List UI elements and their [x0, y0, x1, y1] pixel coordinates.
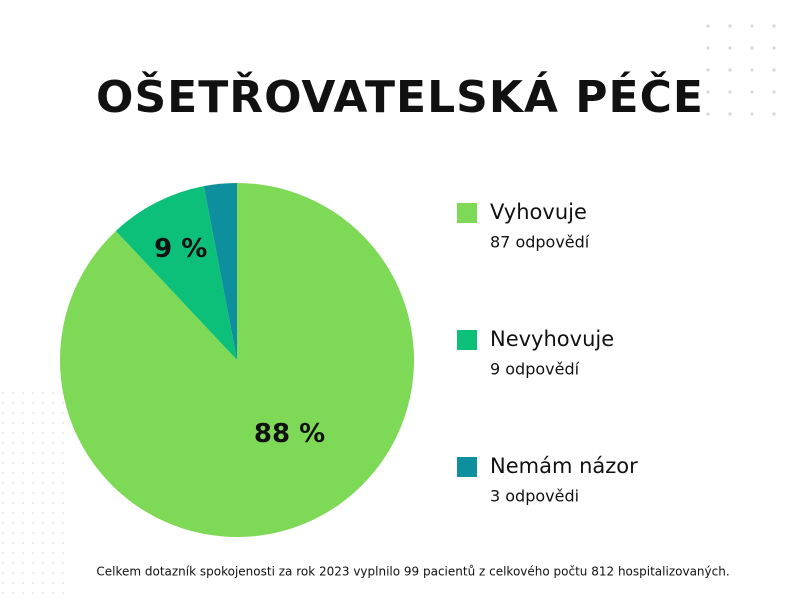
legend-sublabel: 3 odpovědi — [490, 487, 579, 506]
decoration — [690, 20, 790, 130]
legend-sublabel: 9 odpovědí — [490, 360, 580, 379]
legend-swatch — [457, 203, 477, 223]
footnote: Celkem dotazník spokojenosti za rok 2023… — [96, 565, 729, 579]
legend-swatch — [457, 330, 477, 350]
decoration — [0, 390, 70, 600]
legend-sublabel: 87 odpovědí — [490, 233, 590, 252]
pie-slice — [115, 186, 237, 360]
pie-slice — [203, 183, 237, 360]
legend-label: Nemám názor — [490, 454, 638, 478]
value-label: 9 % — [154, 234, 207, 264]
value-label: 88 % — [254, 419, 325, 449]
legend-label: Vyhovuje — [490, 200, 587, 224]
chart-title: OŠETŘOVATELSKÁ PÉČE — [96, 70, 704, 123]
pie-slice — [59, 183, 415, 537]
legend-label: Nevyhovuje — [490, 327, 614, 351]
legend-swatch — [457, 457, 477, 477]
